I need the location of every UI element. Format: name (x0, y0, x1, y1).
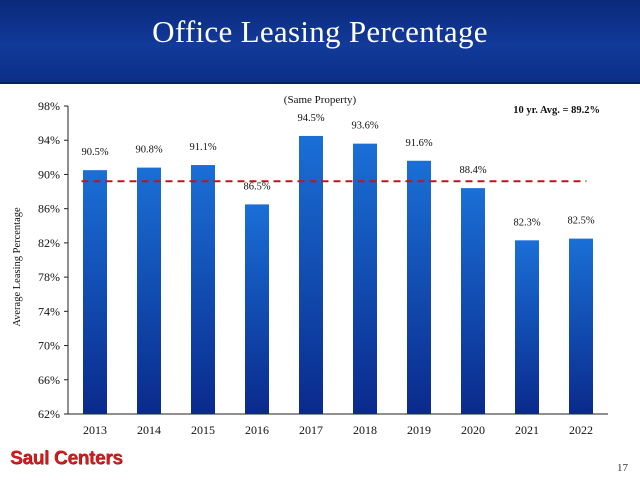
bar (569, 238, 593, 414)
y-tick-label: 70% (38, 339, 60, 353)
page-number: 17 (617, 462, 628, 474)
bar (191, 165, 215, 414)
bar (515, 240, 539, 414)
title-divider (0, 82, 640, 84)
bar (83, 170, 107, 414)
y-tick-label: 86% (38, 202, 60, 216)
bar-value-label: 94.5% (297, 113, 324, 124)
bar-value-label: 88.4% (459, 165, 486, 176)
y-tick-label: 94% (38, 133, 60, 147)
x-tick-label: 2018 (353, 423, 377, 437)
x-tick-label: 2016 (245, 423, 269, 437)
bar-chart: 62% 66% 70% 74% 78% 82% 86% 90% 94% 98% 90.5% 2013… (12, 94, 608, 437)
bar (299, 135, 323, 414)
x-tick-label: 2021 (515, 423, 539, 437)
bar-value-label: 82.5% (567, 216, 594, 227)
bar-value-label: 93.6% (351, 121, 378, 132)
value-labels: 90.5% 2013 90.8% 2014 91.1% 2015 86.5% 2016 94.5… (81, 113, 594, 437)
y-tick-label: 78% (38, 270, 60, 284)
y-tick-label: 82% (38, 236, 60, 250)
bar-value-label: 91.6% (405, 138, 432, 149)
bar-value-label: 90.8% (135, 145, 162, 156)
bar-value-label: 82.3% (513, 217, 540, 228)
bar-value-label: 91.1% (189, 142, 216, 153)
chart-subtitle: (Same Property) (284, 94, 357, 106)
y-tick-label: 62% (38, 407, 60, 421)
x-tick-label: 2017 (299, 423, 323, 437)
y-tick-label: 98% (38, 99, 60, 113)
bar (407, 160, 431, 414)
y-tick-label: 74% (38, 304, 60, 318)
y-tick-label: 66% (38, 373, 60, 387)
bar-value-label: 86.5% (243, 181, 270, 192)
x-tick-label: 2013 (83, 423, 107, 437)
x-tick-label: 2015 (191, 423, 215, 437)
bars (83, 135, 593, 414)
x-tick-label: 2020 (461, 423, 485, 437)
bar (245, 204, 269, 414)
bar (353, 143, 377, 414)
x-tick-label: 2022 (569, 423, 593, 437)
title-band: Office Leasing Percentage (0, 0, 640, 82)
y-tick-label: 90% (38, 167, 60, 181)
average-annotation: 10 yr. Avg. = 89.2% (513, 105, 600, 116)
slide-title: Office Leasing Percentage (152, 14, 488, 49)
bar (137, 167, 161, 414)
x-tick-label: 2014 (137, 423, 161, 437)
bar (461, 188, 485, 414)
bar-value-label: 90.5% (81, 147, 108, 158)
saul-centers-logo: Saul Centers (10, 448, 123, 469)
x-tick-label: 2019 (407, 423, 431, 437)
y-axis-label: Average Leasing Percentage (12, 207, 23, 327)
